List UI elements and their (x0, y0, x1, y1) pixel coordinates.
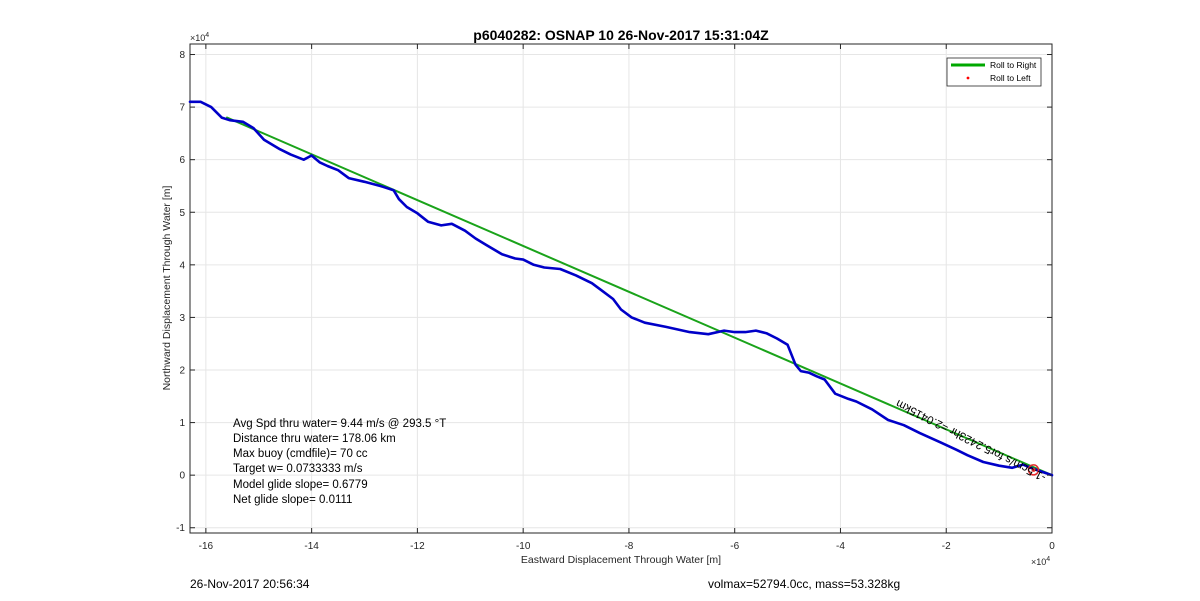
x-tick-label: 0 (1049, 541, 1055, 552)
end-marker-dot (1031, 467, 1036, 472)
x-tick-label: -2 (942, 541, 951, 552)
end-marker (1027, 464, 1040, 476)
grid (190, 44, 1053, 533)
y-tick-label: 2 (179, 366, 185, 377)
chart-title: p6040282: OSNAP 10 26-Nov-2017 15:31:04Z (473, 27, 769, 43)
stats-block: Avg Spd thru water= 9.44 m/s @ 293.5 °T … (233, 418, 446, 506)
y-tick-label: 1 (179, 418, 185, 429)
x-tick-label: -10 (516, 541, 531, 552)
y-tick-label: -1 (176, 523, 185, 534)
track-line (188, 100, 1054, 477)
y-axis-label: Northward Displacement Through Water [m] (161, 186, 173, 391)
y-tick-label: 4 (179, 260, 185, 271)
stat-distance: Distance thru water= 178.06 km (233, 433, 396, 445)
y-tick-label: 5 (179, 208, 185, 219)
stat-target-w: Target w= 0.0733333 m/s (233, 463, 363, 475)
legend-label-roll-left: Roll to Left (990, 73, 1031, 83)
y-tick-label: 0 (179, 471, 185, 482)
x-tick-label: -8 (624, 541, 633, 552)
y-tick-label: 7 (179, 103, 185, 114)
x-tick-label: -12 (410, 541, 425, 552)
x-tick-label: -16 (199, 541, 214, 552)
y-tick-label: 6 (179, 155, 185, 166)
x-exponent-label: ×104 (1031, 556, 1050, 567)
legend: Roll to Right Roll to Left (946, 57, 1042, 87)
plot-area-frame (189, 43, 1053, 534)
x-tick-label: -4 (836, 541, 845, 552)
stat-avg-speed: Avg Spd thru water= 9.44 m/s @ 293.5 °T (233, 418, 446, 430)
y-tick-label: 8 (179, 50, 185, 61)
x-tick-label: -6 (730, 541, 739, 552)
stat-model-glide-slope: Model glide slope= 0.6779 (233, 479, 368, 491)
legend-swatch-roll-left (966, 76, 970, 80)
x-axis-label: Eastward Displacement Through Water [m] (521, 554, 721, 566)
stat-net-glide-slope: Net glide slope= 0.0111 (233, 494, 352, 506)
model-glide-path-line (226, 116, 1053, 477)
drift-annotation: -1.5cm/s for5.2423hr =2.0415km (894, 397, 1048, 483)
y-tick-label: 3 (179, 313, 185, 324)
footer-volume-mass: volmax=52794.0cc, mass=53.328kg (708, 577, 901, 591)
footer-timestamp: 26-Nov-2017 20:56:34 (190, 577, 310, 591)
legend-label-roll-right: Roll to Right (990, 60, 1037, 70)
legend-box (946, 57, 1042, 87)
x-tick-label: -14 (304, 541, 319, 552)
stat-max-buoy: Max buoy (cmdfile)= 70 cc (233, 448, 368, 460)
y-exponent-label: ×104 (190, 32, 209, 43)
